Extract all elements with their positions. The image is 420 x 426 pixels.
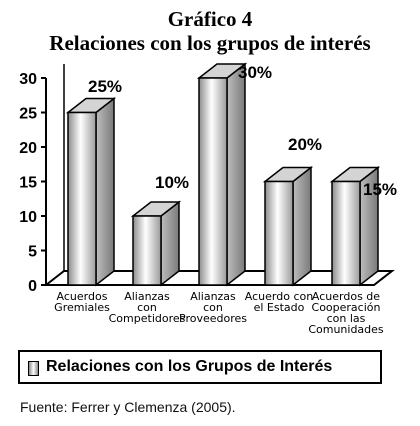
x-category-label: Acuerdo con el Estado <box>245 290 313 314</box>
bar <box>65 96 117 287</box>
chart-title-line2: Relaciones con los grupos de interés <box>49 31 371 55</box>
bar-front <box>198 77 228 286</box>
bar-front <box>132 215 162 286</box>
x-category-label: Acuerdos Gremiales <box>54 290 110 314</box>
bars-layer <box>65 62 381 287</box>
bar-front <box>67 111 97 286</box>
x-category-label: Acuerdos de Cooperación con las Comunidades <box>308 290 384 336</box>
y-tick-label: 20 <box>19 140 37 157</box>
legend-swatch <box>28 361 39 376</box>
chart-title-line1: Gráfico 4 <box>167 7 253 31</box>
data-label: 20% <box>288 135 322 154</box>
bar <box>196 62 248 287</box>
x-category-label: Alianzas con Proveedores <box>179 290 247 325</box>
bar-front <box>264 180 294 286</box>
bar <box>130 200 182 287</box>
y-tick-label: 10 <box>19 209 37 226</box>
source-note: Fuente: Ferrer y Clemenza (2005). <box>20 399 236 415</box>
bar <box>329 165 381 287</box>
data-label: 10% <box>155 173 189 192</box>
y-tick-label: 25 <box>19 106 37 123</box>
data-label: 25% <box>88 77 122 96</box>
labels-layer: 25% Acuerdos Gremiales 10% Alianzas con Compet… <box>54 63 397 336</box>
x-category-label: Alianzas con Competidores <box>109 290 186 325</box>
y-tick-label: 0 <box>28 278 37 295</box>
bar-side <box>95 96 115 287</box>
y-tick-label: 5 <box>28 244 37 261</box>
chart-legend: Relaciones con los Grupos de Interés <box>18 350 382 384</box>
bar-chart: 0 5 10 15 20 25 30 25% Acuerdos Gremiales 10% Alia… <box>19 62 397 336</box>
y-tick-label: 30 <box>19 71 37 88</box>
data-label: 30% <box>238 63 272 82</box>
y-tick-label: 15 <box>19 175 37 192</box>
legend-label: Relaciones con los Grupos de Interés <box>46 358 333 375</box>
bar-front <box>331 180 361 286</box>
data-label: 15% <box>363 180 397 199</box>
bar-side <box>226 62 246 287</box>
bar-side <box>292 165 312 287</box>
bar <box>262 165 314 287</box>
